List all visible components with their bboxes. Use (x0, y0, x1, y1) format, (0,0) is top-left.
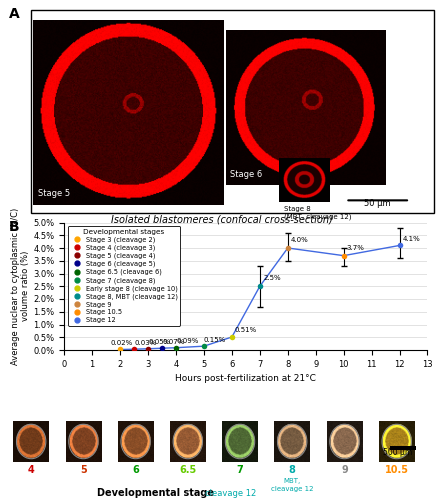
Text: 2.5%: 2.5% (263, 275, 281, 281)
Text: cleavage 12: cleavage 12 (205, 488, 256, 498)
Text: 6.5: 6.5 (179, 465, 196, 475)
Text: Stage 6: Stage 6 (230, 170, 262, 179)
Text: MBT,
cleavage 12: MBT, cleavage 12 (271, 478, 314, 492)
Text: NPC staining: NPC staining (35, 64, 45, 139)
Text: Isolated blastomeres (confocal cross-section): Isolated blastomeres (confocal cross-sec… (111, 214, 332, 224)
FancyBboxPatch shape (31, 10, 434, 212)
Text: 9: 9 (341, 465, 348, 475)
Text: 0.15%: 0.15% (204, 337, 226, 343)
Text: 0.51%: 0.51% (235, 327, 257, 333)
Text: A: A (9, 8, 19, 22)
Text: B: B (9, 220, 19, 234)
Text: 0.05%: 0.05% (148, 340, 170, 345)
Text: 0.09%: 0.09% (176, 338, 198, 344)
Text: 4: 4 (28, 465, 35, 475)
Text: 5: 5 (80, 465, 87, 475)
Text: 10.5: 10.5 (385, 465, 408, 475)
X-axis label: Hours post-fertilization at 21°C: Hours post-fertilization at 21°C (175, 374, 316, 384)
Text: 500 μm: 500 μm (383, 448, 412, 457)
Text: 7: 7 (237, 465, 243, 475)
Text: 3.7%: 3.7% (346, 244, 364, 250)
Text: 0.07%: 0.07% (162, 339, 184, 345)
Text: 0.02%: 0.02% (110, 340, 132, 346)
Text: Stage 5: Stage 5 (38, 188, 70, 198)
Text: Stage 8
(MBT, cleavage 12): Stage 8 (MBT, cleavage 12) (284, 206, 351, 220)
Y-axis label: Average nuclear to cytoplasmic (N/C)
volume ratio (%): Average nuclear to cytoplasmic (N/C) vol… (11, 208, 31, 365)
Text: 4.0%: 4.0% (291, 237, 308, 243)
Legend: Stage 3 (cleavage 2), Stage 4 (cleavage 3), Stage 5 (cleavage 4), Stage 6 (cleav: Stage 3 (cleavage 2), Stage 4 (cleavage … (68, 226, 180, 326)
Text: 50 μm: 50 μm (365, 200, 391, 208)
Text: 6: 6 (132, 465, 139, 475)
Text: 8: 8 (289, 465, 295, 475)
Text: 0.03%: 0.03% (134, 340, 156, 346)
Text: 4.1%: 4.1% (402, 236, 420, 242)
Text: Developmental stage: Developmental stage (97, 488, 214, 498)
